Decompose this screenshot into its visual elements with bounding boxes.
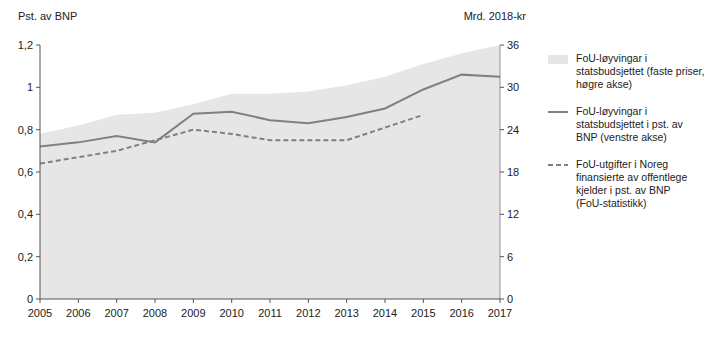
x-tick — [423, 299, 424, 303]
area-series — [40, 45, 500, 299]
y-tick — [36, 129, 40, 130]
y-tick-label: 0 — [27, 293, 33, 305]
legend-label: FoU-løyvingar istatsbudsjettet i pst. av… — [576, 105, 684, 143]
x-tick — [40, 299, 41, 303]
x-tick-label: 2013 — [334, 307, 358, 319]
x-tick-label: 2015 — [411, 307, 435, 319]
y2-tick-label: 24 — [507, 124, 519, 136]
x-tick — [308, 299, 309, 303]
x-tick — [385, 299, 386, 303]
x-tick — [461, 299, 462, 303]
y-tick-label: 1 — [27, 81, 33, 93]
x-tick — [500, 299, 501, 303]
x-tick — [270, 299, 271, 303]
x-tick-label: 2017 — [488, 307, 512, 319]
legend-label: FoU-løyvingar istatsbudsjettet (faste pr… — [576, 52, 704, 90]
x-tick-label: 2005 — [28, 307, 52, 319]
y2-tick-label: 36 — [507, 39, 519, 51]
x-tick — [116, 299, 117, 303]
legend-swatch — [548, 55, 568, 64]
y2-tick — [500, 129, 504, 130]
y2-tick — [500, 172, 504, 173]
y-tick-label: 0,6 — [18, 166, 33, 178]
y-tick-label: 0,8 — [18, 124, 33, 136]
axes: 0 0,2 0,4 0,6 0,8 1 1,2 0 6 12 18 24 30 36 2005 2006 200… — [18, 39, 520, 319]
x-tick-label: 2012 — [296, 307, 320, 319]
y2-tick-label: 6 — [507, 251, 513, 263]
legend-swatch — [548, 164, 568, 166]
x-tick — [78, 299, 79, 303]
y-axis-title: Pst. av BNP — [18, 10, 77, 22]
y2-tick — [500, 256, 504, 257]
y-tick — [36, 299, 40, 300]
x-tick-label: 2016 — [449, 307, 473, 319]
line-series — [40, 115, 423, 164]
x-tick-label: 2007 — [104, 307, 128, 319]
legend: FoU-løyvingar istatsbudsjettet (faste pr… — [548, 52, 704, 209]
y2-tick — [500, 214, 504, 215]
legend-label: FoU-utgifter i Noregfinansierte av offen… — [576, 158, 687, 209]
y-tick-label: 1,2 — [18, 39, 33, 51]
y-tick — [36, 45, 40, 46]
plot-area — [40, 45, 500, 299]
x-tick — [231, 299, 232, 303]
legend-swatch — [548, 111, 568, 113]
y-tick — [36, 87, 40, 88]
x-tick-label: 2010 — [219, 307, 243, 319]
x-tick — [155, 299, 156, 303]
y2-tick-label: 0 — [507, 293, 513, 305]
x-tick-label: 2009 — [181, 307, 205, 319]
y-tick-label: 0,4 — [18, 208, 33, 220]
y2-axis-title: Mrd. 2018-kr — [464, 10, 527, 22]
x-tick-label: 2006 — [66, 307, 90, 319]
line-series — [40, 75, 500, 147]
x-tick — [193, 299, 194, 303]
x-tick-label: 2011 — [258, 307, 282, 319]
y-tick — [36, 214, 40, 215]
x-tick-label: 2008 — [143, 307, 167, 319]
chart: 0 0,2 0,4 0,6 0,8 1 1,2 0 6 12 18 24 30 36 2005 2006 200… — [0, 0, 719, 341]
y2-tick-label: 30 — [507, 81, 519, 93]
y-tick-label: 0,2 — [18, 251, 33, 263]
y2-tick-label: 12 — [507, 208, 519, 220]
y2-tick-label: 18 — [507, 166, 519, 178]
y2-tick — [500, 299, 504, 300]
x-tick — [346, 299, 347, 303]
y-tick — [36, 172, 40, 173]
y2-tick — [500, 87, 504, 88]
y-tick — [36, 256, 40, 257]
y2-tick — [500, 45, 504, 46]
x-tick-label: 2014 — [373, 307, 397, 319]
